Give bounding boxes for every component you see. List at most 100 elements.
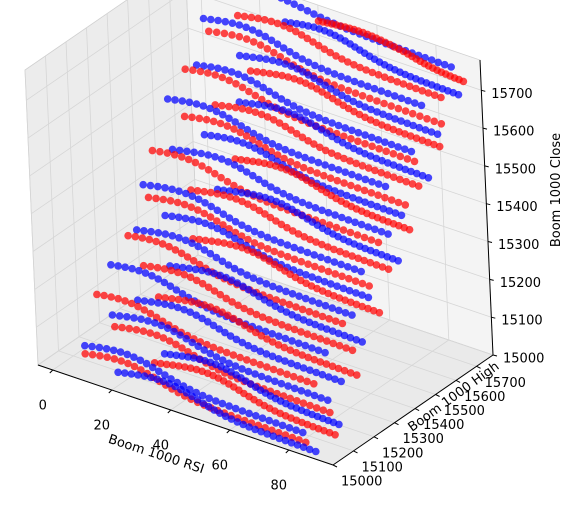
point-red [424, 89, 433, 97]
point-red [206, 303, 215, 311]
point-blue [314, 158, 323, 167]
point-blue [207, 15, 215, 24]
point-blue [168, 232, 177, 240]
point-blue [231, 217, 240, 226]
point-red [281, 122, 290, 131]
point-red [274, 341, 283, 349]
point-red [213, 190, 222, 198]
point-blue [293, 441, 302, 449]
point-blue [213, 224, 222, 233]
point-blue [231, 404, 240, 413]
point-red [225, 102, 233, 111]
y-tick [332, 464, 338, 468]
point-blue [318, 206, 326, 215]
point-red [210, 287, 219, 295]
point-blue [157, 321, 166, 330]
point-red [293, 161, 301, 169]
point-blue [348, 126, 356, 135]
point-blue [148, 272, 156, 280]
point-red [384, 265, 393, 274]
point-red [224, 311, 232, 320]
z-tick-label: 15700 [491, 87, 532, 102]
point-blue [260, 101, 269, 110]
point-red [297, 257, 306, 266]
y-tick [373, 436, 379, 440]
y-tick-label: 15000 [341, 475, 382, 490]
point-blue [337, 377, 346, 386]
point-red [88, 350, 97, 359]
point-red [193, 187, 202, 195]
z-tick [492, 354, 498, 357]
point-red [132, 326, 141, 334]
point-blue [204, 402, 213, 411]
point-red [345, 274, 353, 283]
x-axis-line [37, 364, 334, 466]
point-red [403, 155, 412, 163]
point-blue [305, 445, 314, 454]
point-red [366, 94, 374, 103]
point-blue [180, 305, 188, 314]
point-red [387, 102, 396, 110]
z-tick [491, 316, 496, 319]
point-red [195, 114, 204, 123]
point-red [228, 298, 236, 306]
point-blue [249, 53, 257, 62]
point-blue [218, 257, 227, 266]
point-red [346, 157, 354, 165]
point-blue [251, 370, 259, 378]
point-blue [304, 71, 313, 79]
point-blue [245, 423, 253, 431]
point-blue [249, 129, 258, 138]
point-blue [262, 136, 270, 145]
point-blue [301, 153, 309, 162]
grid-line [187, 27, 484, 129]
point-blue [292, 51, 300, 60]
y-tick-label: 15600 [464, 390, 505, 405]
point-blue [188, 239, 196, 247]
point-red [435, 142, 444, 151]
point-red [240, 321, 249, 330]
point-blue [281, 357, 289, 365]
point-blue [395, 163, 404, 171]
point-blue [421, 126, 430, 134]
point-red [233, 11, 242, 20]
point-blue [314, 275, 323, 284]
point-red [238, 83, 247, 92]
y-tick-label: 15500 [444, 404, 485, 419]
point-red [401, 107, 410, 115]
point-red [225, 225, 233, 233]
point-blue [160, 350, 169, 358]
point-red [269, 116, 278, 124]
point-red [240, 12, 249, 21]
point-blue [277, 379, 286, 388]
point-red [353, 231, 362, 239]
point-red [320, 45, 329, 53]
point-blue [351, 218, 359, 227]
point-blue [306, 366, 314, 375]
point-blue [326, 85, 335, 93]
point-red [158, 240, 167, 248]
point-red [273, 19, 282, 28]
point-blue [286, 48, 294, 56]
point-blue [230, 264, 239, 273]
point-red [246, 307, 255, 316]
point-red [383, 171, 392, 179]
point-blue [175, 234, 183, 242]
point-blue [273, 40, 282, 48]
point-red [181, 363, 189, 371]
point-red [246, 325, 254, 333]
point-red [166, 197, 175, 205]
point-red [381, 193, 389, 202]
point-red [297, 328, 305, 336]
x-tick-label: 20 [94, 419, 111, 434]
point-red [178, 153, 186, 161]
point-red [405, 225, 414, 234]
y-tick [476, 365, 481, 369]
point-blue [361, 131, 369, 139]
point-red [285, 300, 294, 309]
point-red [286, 394, 295, 403]
point-blue [267, 154, 276, 162]
point-red [247, 13, 256, 22]
point-red [231, 155, 239, 163]
point-red [304, 353, 313, 362]
